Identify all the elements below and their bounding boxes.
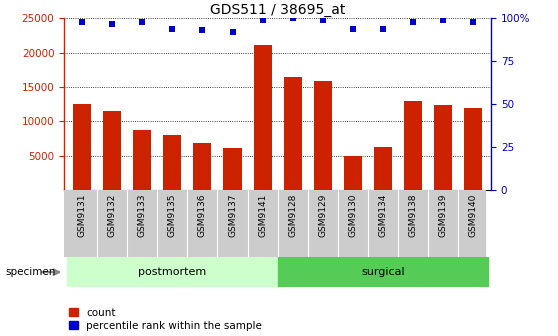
Text: GSM9141: GSM9141 — [258, 193, 267, 237]
Bar — [374, 148, 392, 190]
Bar — [73, 104, 91, 190]
Point — [228, 30, 237, 35]
Point — [108, 21, 117, 26]
Point — [378, 26, 387, 32]
Bar — [404, 101, 422, 190]
Point — [78, 19, 86, 25]
Text: surgical: surgical — [361, 267, 405, 277]
Title: GDS511 / 38695_at: GDS511 / 38695_at — [210, 3, 345, 17]
Text: GSM9140: GSM9140 — [469, 193, 478, 237]
Point — [469, 19, 478, 25]
Text: GSM9133: GSM9133 — [138, 193, 147, 237]
Text: GSM9135: GSM9135 — [168, 193, 177, 237]
Text: GSM9139: GSM9139 — [439, 193, 448, 237]
Text: GSM9134: GSM9134 — [378, 193, 387, 237]
Text: GSM9136: GSM9136 — [198, 193, 207, 237]
Bar — [133, 129, 151, 190]
Text: GSM9137: GSM9137 — [228, 193, 237, 237]
Point — [138, 19, 147, 25]
Point — [348, 26, 357, 32]
Bar — [103, 111, 121, 190]
Bar — [253, 45, 272, 190]
Text: GSM9131: GSM9131 — [78, 193, 86, 237]
Text: GSM9128: GSM9128 — [288, 193, 297, 237]
Bar — [434, 105, 452, 190]
Bar — [163, 135, 181, 190]
Point — [318, 17, 327, 23]
Bar — [464, 108, 482, 190]
Text: specimen: specimen — [6, 267, 56, 277]
Bar — [224, 148, 242, 190]
Legend: count, percentile rank within the sample: count, percentile rank within the sample — [69, 308, 262, 331]
Point — [288, 16, 297, 21]
Bar — [283, 77, 302, 190]
Point — [168, 26, 177, 32]
Point — [198, 28, 207, 33]
Text: GSM9129: GSM9129 — [318, 193, 327, 237]
Bar — [194, 143, 211, 190]
Text: postmortem: postmortem — [138, 267, 206, 277]
Text: GSM9138: GSM9138 — [408, 193, 417, 237]
Point — [439, 17, 448, 23]
Point — [258, 17, 267, 23]
Bar — [67, 257, 278, 287]
Text: GSM9132: GSM9132 — [108, 193, 117, 237]
Bar — [314, 81, 331, 190]
Bar — [344, 156, 362, 190]
Point — [408, 19, 417, 25]
Bar — [278, 257, 488, 287]
Text: GSM9130: GSM9130 — [348, 193, 357, 237]
